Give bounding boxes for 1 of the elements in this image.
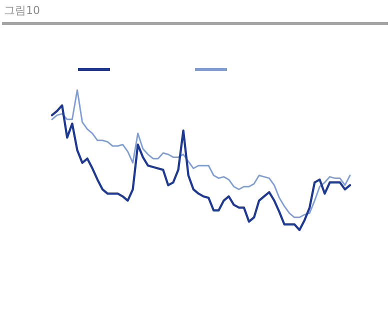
chart-title: 그림10	[4, 3, 40, 18]
